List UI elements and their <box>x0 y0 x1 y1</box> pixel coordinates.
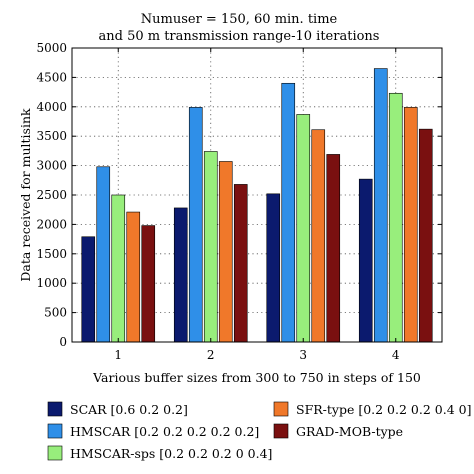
legend-swatch <box>47 423 63 439</box>
y-tick-label: 5000 <box>36 41 67 55</box>
bar <box>111 194 126 343</box>
y-tick-label: 0 <box>59 335 67 349</box>
bar <box>358 178 373 343</box>
y-tick-label: 1000 <box>36 276 67 290</box>
bars <box>81 68 433 343</box>
bar <box>141 225 156 343</box>
y-tick-label: 500 <box>44 306 67 320</box>
y-tick-label: 3000 <box>36 159 67 173</box>
legend-entry-label: GRAD-MOB-type <box>296 424 403 439</box>
bar <box>81 236 96 343</box>
legend-swatch <box>47 445 63 461</box>
legend-swatch <box>47 401 63 417</box>
bar <box>281 82 296 343</box>
y-tick-label: 4000 <box>36 100 67 114</box>
bar <box>388 92 403 343</box>
x-tick-label: 3 <box>299 348 307 362</box>
legend-swatch <box>273 401 289 417</box>
legend-swatch <box>273 423 289 439</box>
x-tick-label: 4 <box>392 348 400 362</box>
legend-entry-label: HMSCAR [0.2 0.2 0.2 0.2 0.2] <box>70 424 259 439</box>
bar <box>373 68 388 343</box>
x-tick-label: 2 <box>207 348 215 362</box>
y-tick-label: 1500 <box>36 247 67 261</box>
y-tick-label: 2500 <box>36 188 67 202</box>
bar <box>311 129 326 343</box>
axis-ticks: 0 500 1000 1500 2000 2500 3000 3500 4000 4500 5000… <box>36 41 442 362</box>
bar <box>233 184 248 343</box>
legend: SCAR [0.6 0.2 0.2] HMSCAR [0.2 0.2 0.2 0.… <box>47 401 471 461</box>
chart-title-line-1: Numuser = 150, 60 min. time <box>141 12 338 27</box>
chart-title: Numuser = 150, 60 min. time and 50 m tra… <box>99 12 380 44</box>
bar <box>296 114 311 343</box>
bar <box>203 151 218 343</box>
bar <box>96 166 111 343</box>
bar <box>418 128 433 343</box>
legend-entry-label: HMSCAR-sps [0.2 0.2 0.2 0 0.4] <box>70 446 272 461</box>
y-axis-label: Data received for multisink <box>18 108 33 282</box>
chart-title-line-2: and 50 m transmission range-10 iteration… <box>99 29 380 44</box>
bar <box>126 211 141 343</box>
x-axis-label: Various buffer sizes from 300 to 750 in … <box>92 370 421 385</box>
legend-entry-label: SFR-type [0.2 0.2 0.2 0.4 0] <box>296 402 471 417</box>
y-tick-label: 2000 <box>36 217 67 231</box>
bar <box>403 107 418 343</box>
bar <box>266 193 281 343</box>
bar <box>173 207 188 343</box>
y-tick-label: 4500 <box>36 70 67 84</box>
x-tick-label: 1 <box>114 348 122 362</box>
bar <box>218 161 233 343</box>
bar <box>326 154 341 343</box>
legend-entry-label: SCAR [0.6 0.2 0.2] <box>70 402 188 417</box>
y-tick-label: 3500 <box>36 129 67 143</box>
bar <box>188 107 203 343</box>
